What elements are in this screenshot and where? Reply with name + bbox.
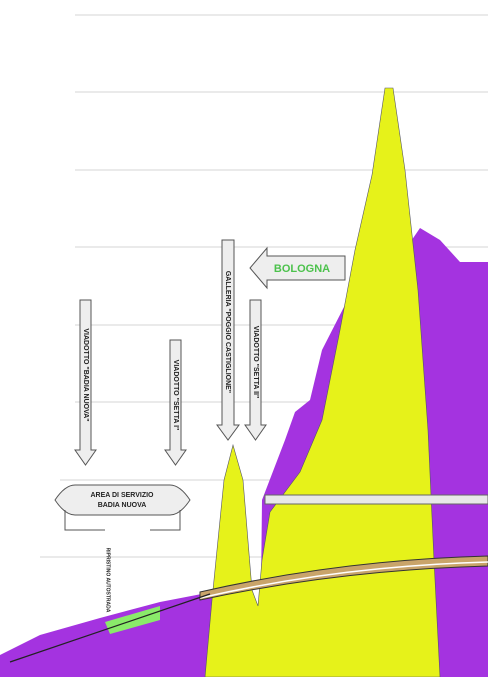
tunnel-line [199, 561, 488, 599]
label: VIADOTTO "SETTA II" [252, 326, 259, 399]
label: BADIA NUOVA [98, 502, 147, 509]
grid [40, 14, 488, 558]
bracket [64, 510, 181, 531]
rock-mass [204, 87, 441, 677]
pipe [264, 494, 488, 505]
label: VIADOTTO "BADIA NUOVA" [82, 328, 89, 421]
arrow [74, 299, 97, 466]
label: AREA DI SERVIZIO [90, 492, 154, 499]
arrow [216, 239, 240, 441]
direction-arrow [249, 246, 346, 290]
direction-label: BOLOGNA [274, 263, 330, 275]
terrain-left [0, 592, 215, 677]
arrow [164, 339, 187, 466]
label: VIADOTTO "SETTA I" [172, 360, 179, 431]
arrow [244, 299, 267, 441]
label: GALLERIA "POGGIO CASTIGLIONE" [224, 271, 231, 393]
arrows [54, 239, 346, 516]
road-line [9, 593, 211, 663]
note: RIPRISTINO AUTOSTRADA [105, 548, 111, 613]
service-box [54, 484, 191, 516]
tunnel-band [199, 555, 488, 601]
